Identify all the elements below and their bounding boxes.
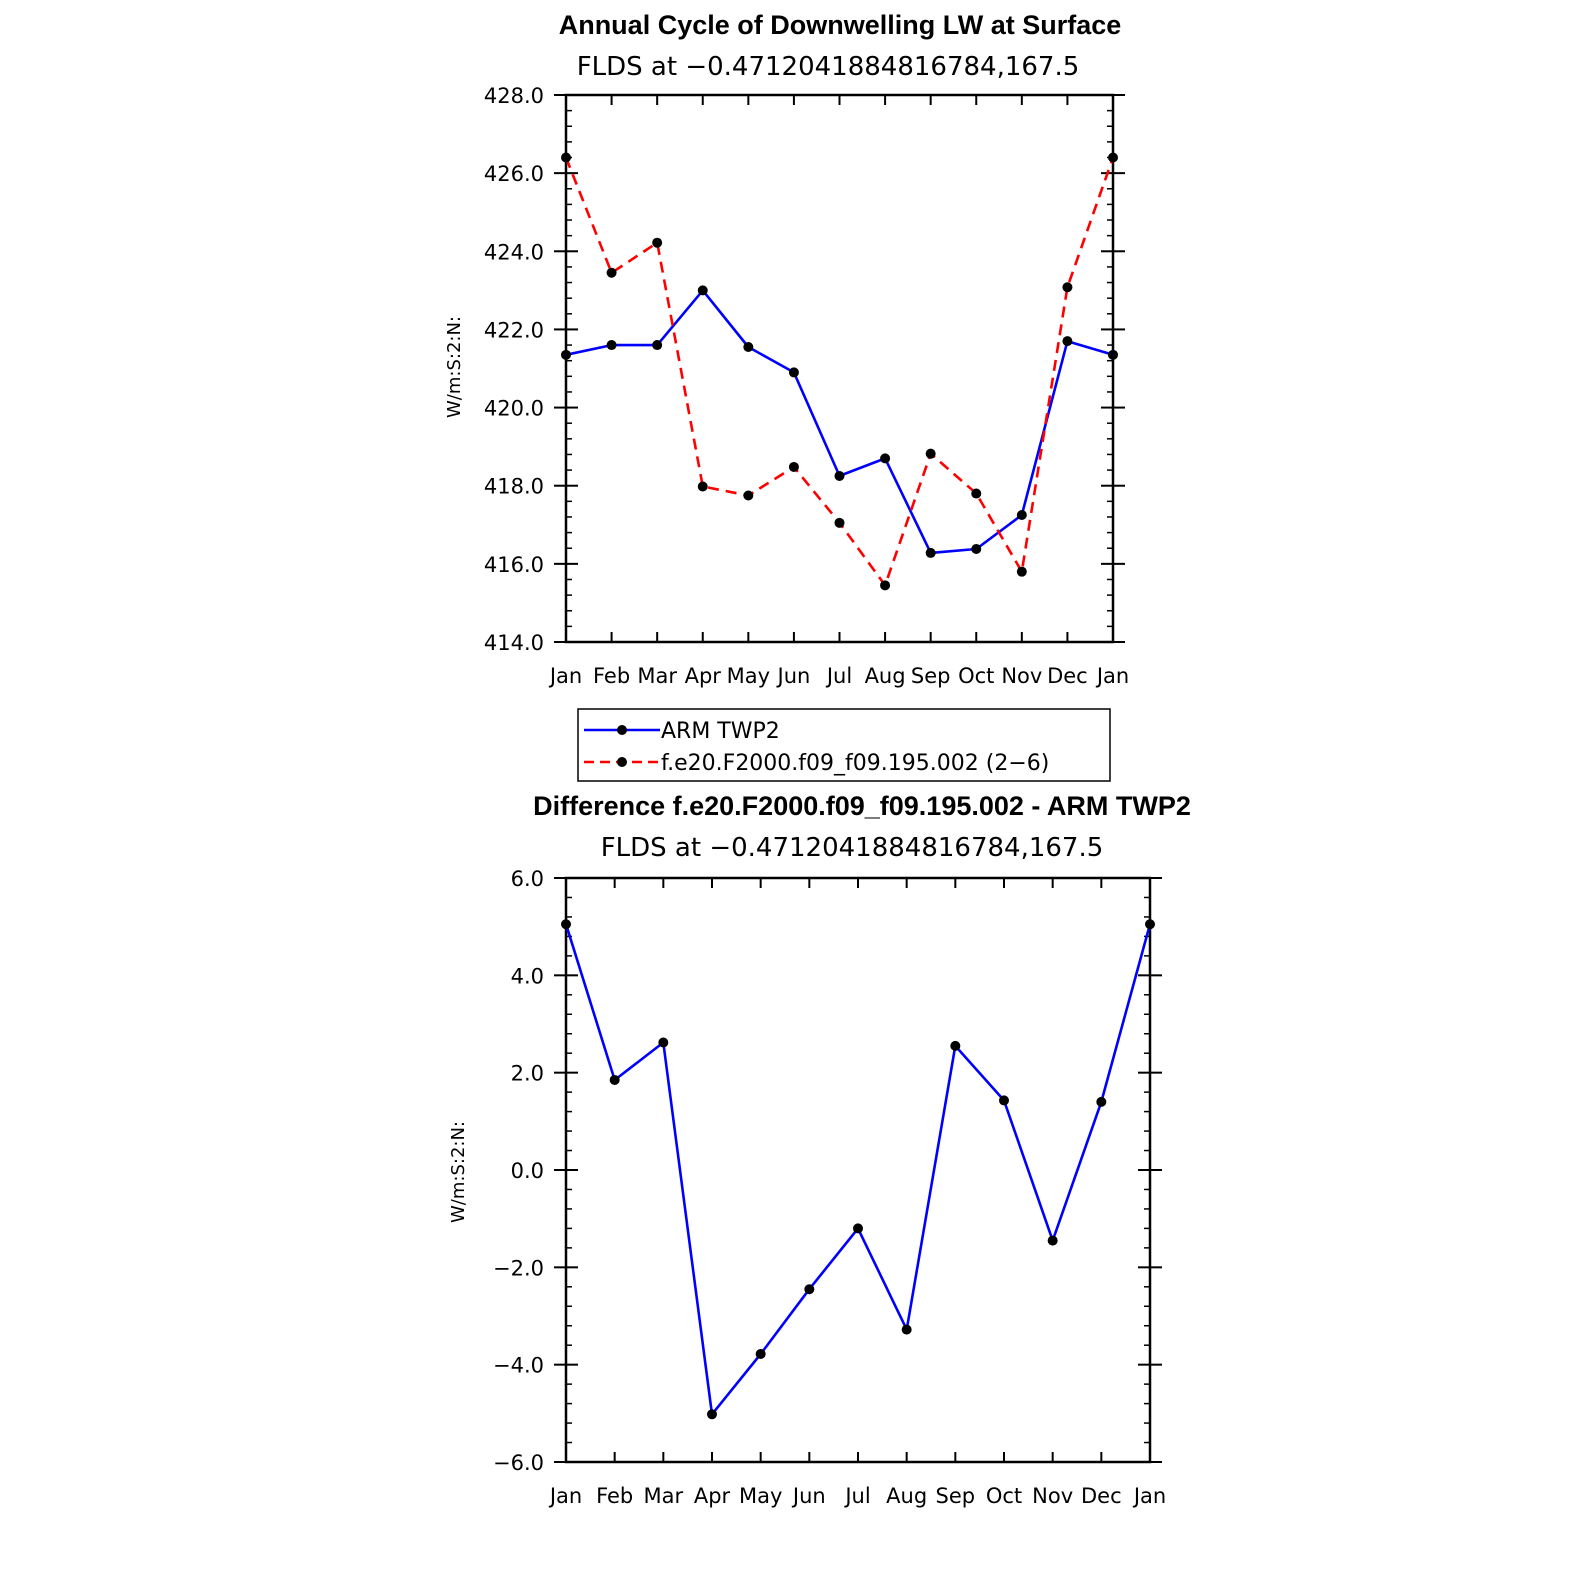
bottom-chart-xtick-label: Jan	[1132, 1484, 1166, 1508]
top-chart-ytick-label: 414.0	[484, 631, 544, 655]
bottom-chart-series-0-point	[804, 1284, 815, 1295]
bottom-chart-series-0-point	[999, 1095, 1009, 1106]
top-chart-xtick-label: Feb	[593, 664, 630, 688]
bottom-chart-xtick-label: Nov	[1032, 1484, 1073, 1508]
bottom-chart-xtick-label: Mar	[644, 1484, 684, 1508]
top-chart-series-0-point	[697, 285, 708, 296]
top-chart-xtick-label: May	[727, 664, 770, 688]
top-chart-series-1-point	[1062, 282, 1073, 293]
bottom-chart-series-0-point	[755, 1348, 766, 1359]
bottom-chart-series-0-point	[950, 1040, 961, 1051]
bottom-chart-ytick-label: 2.0	[511, 1062, 544, 1086]
bottom-chart-ytick-label: −2.0	[493, 1256, 544, 1280]
bottom-chart-plot: Jan Feb Mar Apr May Jun Jul Aug Sep Oct Nov Dec Jan−…	[493, 867, 1166, 1508]
bottom-chart-plot-frame	[564, 876, 1152, 1464]
top-chart-series-1-point	[925, 448, 936, 459]
top-chart-ytick-label: 416.0	[484, 553, 544, 577]
top-chart-series-1-point	[561, 152, 571, 163]
top-chart-ytick-label: 428.0	[484, 84, 544, 108]
bottom-chart-series-0-point	[901, 1324, 912, 1335]
top-chart-series-0-line	[565, 289, 1114, 555]
bottom-chart-xtick-label: Aug	[886, 1484, 927, 1508]
top-chart-series-0-point	[925, 547, 936, 558]
top-chart-series-0-point	[743, 342, 754, 353]
bottom-chart-xtick-label: Apr	[694, 1484, 731, 1508]
top-chart-series-1-point	[697, 481, 708, 492]
top-chart-series-1-point	[1108, 152, 1118, 163]
bottom-chart-xtick-label: Feb	[596, 1484, 633, 1508]
top-chart-xtick-label: Jan	[1095, 664, 1129, 688]
top-chart-series-1-point	[606, 267, 617, 278]
top-chart-plot: Jan Feb Mar Apr May Jun Jul Aug Sep Oct Nov Dec Jan4…	[484, 84, 1129, 688]
top-chart-series-0-point	[1108, 349, 1118, 360]
top-chart-xtick-label: Mar	[637, 664, 677, 688]
top-chart-xtick-label: Jun	[776, 664, 811, 688]
top-chart-xtick-label: Dec	[1047, 664, 1088, 688]
bottom-chart-series-0-point	[853, 1223, 863, 1234]
bottom-chart-ytick-label: 4.0	[511, 964, 544, 988]
bottom-chart-ytick-label: 0.0	[511, 1159, 544, 1183]
top-chart-plot-frame	[564, 93, 1115, 644]
top-chart-series-0-point	[834, 470, 845, 481]
top-chart-series-0-point	[561, 349, 571, 360]
top-chart-ytick-label: 420.0	[484, 397, 544, 421]
bottom-chart-title: Difference f.e20.F2000.f09_f09.195.002 -…	[533, 791, 1191, 821]
bottom-chart-ytick-label: 6.0	[511, 867, 544, 891]
bottom-chart-ytick-label: −6.0	[493, 1451, 544, 1475]
top-chart-series-1-point	[971, 488, 982, 499]
top-chart-series-0-point	[971, 544, 982, 555]
bottom-chart-xtick-label: Oct	[986, 1484, 1022, 1508]
top-chart-series-0-point	[788, 367, 799, 378]
top-chart-series-1-point	[788, 461, 799, 472]
top-chart-series-0-point	[606, 340, 617, 351]
bottom-chart-xtick-label: Jun	[791, 1484, 826, 1508]
top-chart-subtitle: FLDS at −0.4712041884816784,167.5	[577, 52, 1080, 82]
top-chart-series-1-point	[1016, 566, 1027, 577]
top-chart-ylabel: W/m:S:2:N:	[444, 316, 465, 418]
bottom-chart-series-0-line	[564, 923, 1152, 1416]
bottom-chart-xtick-label: Jan	[548, 1484, 582, 1508]
top-chart-xtick-label: Aug	[865, 664, 906, 688]
bottom-chart-series-0-point	[1047, 1235, 1058, 1246]
bottom-chart-series-0-point	[1145, 919, 1155, 930]
top-chart-ytick-label: 422.0	[484, 318, 544, 342]
bottom-chart-series-0-point	[658, 1037, 669, 1048]
top-chart-title: Annual Cycle of Downwelling LW at Surfac…	[559, 10, 1122, 40]
top-chart-series-0-point	[1062, 336, 1073, 347]
bottom-chart-series-0-point	[561, 919, 571, 930]
top-chart-series-1-point	[652, 237, 663, 248]
bottom-chart-series-0-point	[1096, 1096, 1107, 1107]
top-chart-ytick-label: 424.0	[484, 240, 544, 264]
bottom-chart-xtick-label: May	[739, 1484, 782, 1508]
top-chart-series-0-point	[880, 453, 891, 464]
top-chart-series-0-point	[652, 340, 663, 351]
legend-marker-obs	[617, 725, 627, 735]
top-chart-xtick-label: Oct	[958, 664, 994, 688]
top-chart-series-1-point	[880, 580, 891, 591]
bottom-chart-subtitle: FLDS at −0.4712041884816784,167.5	[601, 833, 1104, 863]
top-chart-xtick-label: Jan	[548, 664, 582, 688]
legend-marker-model	[617, 757, 627, 767]
bottom-chart-ylabel: W/m:S:2:N:	[448, 1121, 469, 1223]
bottom-chart-series-0-point	[707, 1409, 717, 1420]
bottom-chart-xtick-label: Sep	[936, 1484, 976, 1508]
legend-label-model: f.e20.F2000.f09_f09.195.002 (2−6)	[661, 751, 1049, 776]
legend: ARM TWP2 f.e20.F2000.f09_f09.195.002 (2−…	[577, 708, 1111, 782]
top-chart-ytick-label: 426.0	[484, 162, 544, 186]
top-chart-xtick-label: Jul	[825, 664, 852, 688]
bottom-chart-xtick-label: Dec	[1081, 1484, 1122, 1508]
top-chart-xtick-label: Nov	[1001, 664, 1042, 688]
bottom-chart-series-0-point	[609, 1074, 620, 1085]
top-chart-xtick-label: Sep	[911, 664, 951, 688]
bottom-chart-xtick-label: Jul	[843, 1484, 870, 1508]
top-chart-series-1-point	[743, 490, 754, 501]
top-chart-xtick-label: Apr	[685, 664, 722, 688]
top-chart-series-0-point	[1016, 510, 1027, 521]
legend-label-obs: ARM TWP2	[661, 719, 780, 744]
top-chart-ytick-label: 418.0	[484, 475, 544, 499]
bottom-chart-ytick-label: −4.0	[493, 1354, 544, 1378]
top-chart-series-1-point	[834, 517, 845, 528]
legend-box	[577, 708, 1111, 782]
